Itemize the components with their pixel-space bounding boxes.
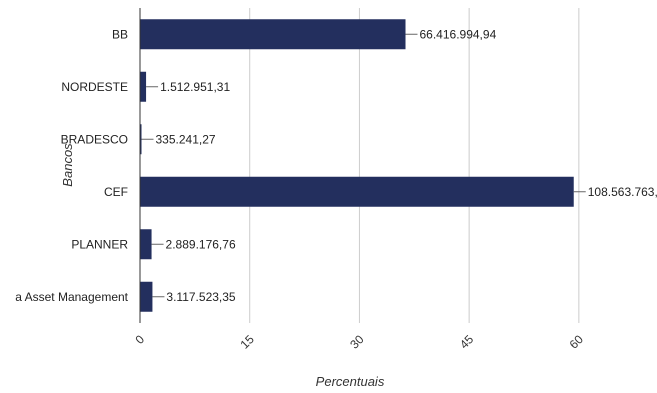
bar[interactable]: [140, 229, 152, 260]
x-axis-title: Percentuais: [316, 374, 385, 389]
data-label: 2.889.176,76: [166, 237, 236, 251]
y-axis-title: Bancos: [60, 143, 75, 187]
data-labels: 66.416.994,94 1.512.951,31 335.241,27 108.5…: [141, 27, 657, 304]
data-label: 108.563.763,66: [588, 185, 657, 199]
x-tick-labels: 0 15 30 45 60: [132, 332, 586, 352]
category-label: BRADESCO: [61, 132, 128, 146]
x-tick-label: 60: [567, 332, 587, 352]
data-label: 335.241,27: [156, 132, 216, 146]
category-label: PLANNER: [71, 237, 128, 251]
bars: [140, 19, 574, 312]
bar[interactable]: [140, 19, 406, 50]
category-label: CEF: [104, 185, 128, 199]
x-tick-label: 45: [457, 332, 477, 352]
category-label: NORDESTE: [61, 80, 128, 94]
x-tick-label: 30: [347, 332, 367, 352]
bar[interactable]: [140, 281, 153, 312]
data-label: 1.512.951,31: [160, 80, 230, 94]
bar[interactable]: [140, 71, 147, 102]
x-tick-label: 0: [132, 332, 147, 347]
x-tick-label: 15: [237, 332, 257, 352]
data-label: 66.416.994,94: [420, 27, 497, 41]
bar[interactable]: [140, 124, 142, 155]
category-label: a Asset Management: [15, 290, 128, 304]
gridlines: [249, 8, 580, 323]
bar[interactable]: [140, 176, 574, 207]
category-label: BB: [112, 27, 128, 41]
category-labels: BB NORDESTE BRADESCO CEF PLANNER a Asset Mana…: [15, 27, 128, 304]
data-label: 3.117.523,35: [166, 290, 236, 304]
